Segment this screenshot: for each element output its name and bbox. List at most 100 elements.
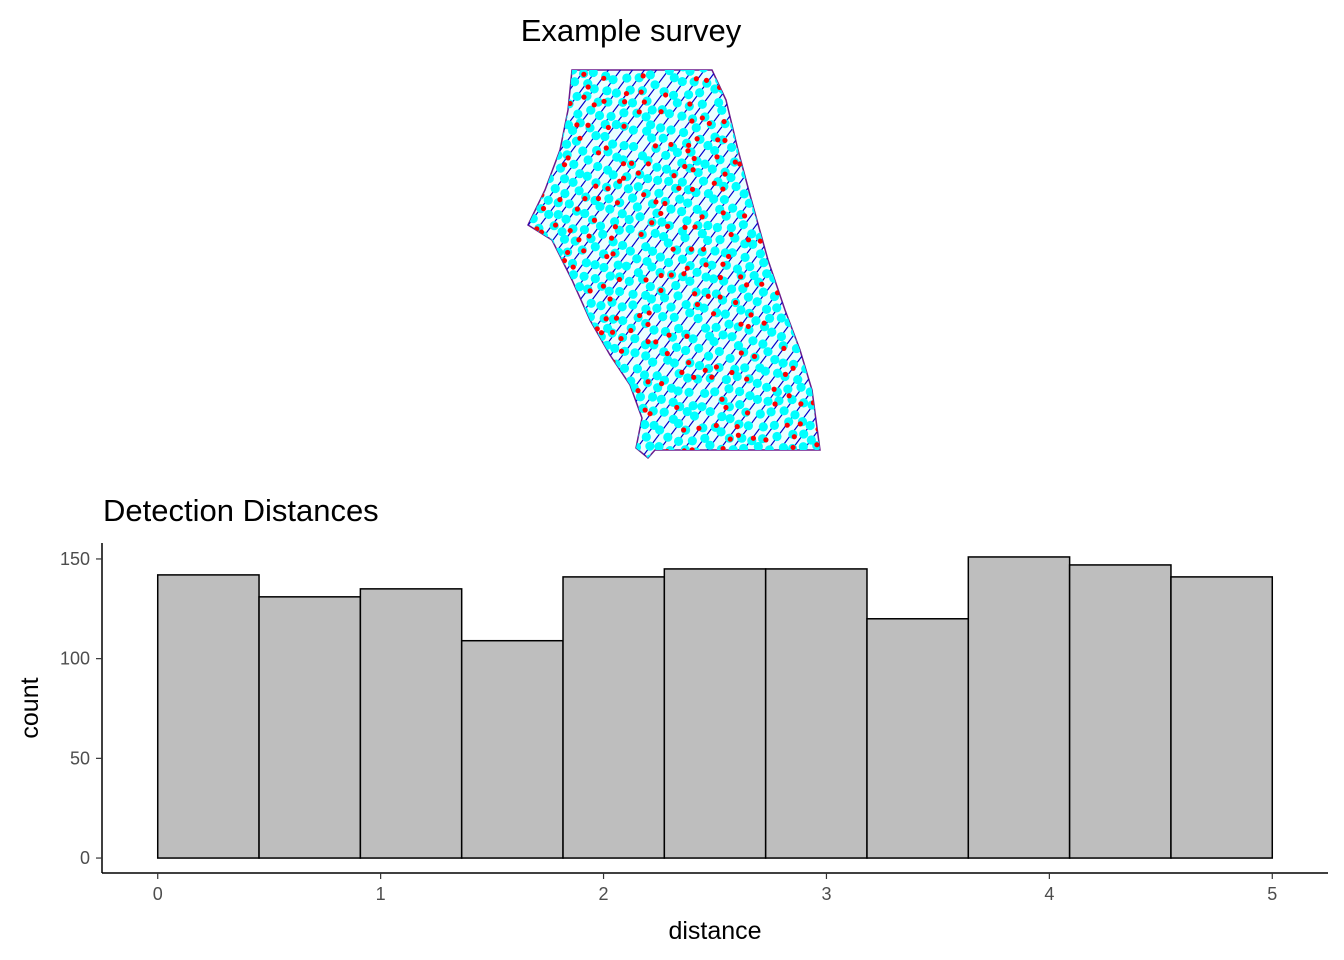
survey-point	[766, 407, 776, 417]
survey-point	[618, 240, 628, 250]
survey-point	[684, 387, 694, 397]
x-axis-label: distance	[668, 917, 761, 945]
detection-point	[679, 369, 685, 375]
survey-point	[652, 371, 662, 381]
detection-point	[722, 171, 728, 177]
detection-point	[664, 350, 670, 357]
detection-point	[728, 231, 734, 238]
survey-point	[725, 353, 735, 363]
transect-line	[952, 60, 1252, 460]
survey-point	[617, 209, 627, 219]
survey-point	[767, 219, 777, 229]
transect-line	[0, 60, 172, 460]
survey-point	[698, 176, 709, 186]
detection-point	[658, 287, 664, 294]
detection-point	[668, 141, 674, 148]
survey-point	[528, 98, 530, 109]
survey-point	[661, 150, 671, 161]
histogram-bar	[967, 556, 1071, 859]
survey-point	[531, 83, 541, 94]
detection-point	[784, 246, 791, 252]
detection-point	[580, 461, 585, 466]
detection-point	[576, 237, 582, 243]
survey-point	[621, 445, 631, 455]
survey-point	[646, 133, 657, 143]
survey-point	[559, 234, 570, 244]
transect-line	[1192, 60, 1344, 460]
survey-point	[697, 229, 707, 239]
detection-point	[562, 336, 568, 342]
survey-point	[608, 75, 618, 85]
survey-point	[621, 261, 631, 271]
detection-point	[601, 98, 607, 104]
detection-point	[591, 102, 597, 108]
survey-point	[585, 424, 595, 435]
survey-point	[573, 109, 583, 119]
survey-point	[543, 80, 554, 90]
detection-point	[795, 216, 801, 222]
detection-point	[623, 90, 630, 97]
survey-point	[819, 195, 820, 205]
survey-point	[775, 221, 786, 231]
detection-point	[635, 170, 641, 176]
detection-point	[700, 457, 706, 458]
survey-point	[550, 184, 560, 194]
detection-point	[715, 137, 721, 143]
detection-point	[755, 186, 761, 192]
detection-point	[539, 192, 545, 198]
survey-point	[714, 346, 724, 357]
survey-point	[803, 133, 813, 144]
survey-point	[823, 60, 832, 69]
survey-point	[551, 103, 561, 113]
detection-point	[646, 310, 652, 316]
survey-point	[784, 157, 795, 167]
survey-point	[758, 287, 768, 297]
survey-point	[821, 224, 830, 233]
survey-point	[580, 208, 590, 219]
survey-point	[648, 392, 658, 402]
survey-point	[655, 59, 664, 68]
detection-point	[781, 345, 787, 352]
transect-line	[1012, 60, 1312, 460]
survey-point	[725, 414, 735, 424]
survey-point	[804, 232, 814, 243]
survey-point	[566, 338, 576, 348]
detection-point	[574, 122, 580, 128]
survey-point	[703, 140, 713, 151]
survey-point	[623, 184, 634, 194]
survey-point	[674, 323, 684, 334]
survey-point	[715, 75, 725, 85]
survey-point	[610, 456, 620, 458]
survey-point	[580, 433, 590, 443]
survey-point	[606, 111, 616, 121]
survey-point	[605, 271, 615, 281]
transect-line	[0, 60, 112, 460]
survey-point	[692, 204, 702, 214]
survey-point	[741, 453, 752, 458]
detection-point	[771, 386, 777, 392]
detection-point	[786, 228, 792, 234]
survey-point	[528, 70, 529, 72]
detection-point	[748, 312, 754, 318]
transect-line	[184, 60, 484, 460]
detection-point	[565, 155, 571, 161]
detection-point	[686, 142, 692, 148]
survey-point	[532, 369, 542, 379]
transect-line	[112, 60, 412, 460]
detection-point	[529, 109, 535, 115]
survey-point	[708, 274, 719, 284]
survey-point	[767, 153, 777, 164]
detection-point	[795, 453, 801, 458]
detection-point	[689, 447, 695, 453]
survey-point	[802, 315, 812, 326]
detection-point	[764, 124, 770, 130]
histogram-bar	[866, 618, 970, 859]
y-tick-label: 100	[60, 649, 90, 669]
transect-line	[136, 60, 436, 460]
survey-point	[819, 162, 820, 173]
survey-point	[763, 396, 773, 406]
survey-point	[617, 397, 628, 407]
survey-point	[794, 84, 804, 94]
survey-point	[801, 345, 811, 355]
transect-line	[172, 60, 472, 460]
